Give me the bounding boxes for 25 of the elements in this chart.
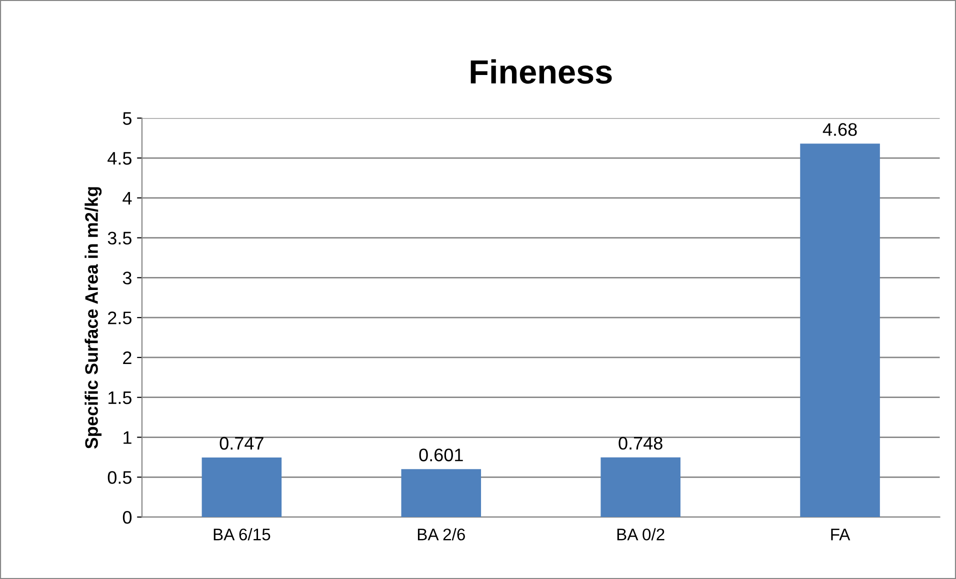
bar: [202, 457, 282, 518]
x-tick-label: BA 2/6: [418, 528, 465, 540]
data-label: 0.601: [419, 448, 463, 462]
y-tick-label: 0.5: [108, 471, 132, 484]
bar: [800, 144, 880, 518]
y-tick-label: 1: [124, 431, 132, 444]
y-tick-label: 3: [122, 272, 132, 284]
y-tick-label: 4: [122, 192, 132, 204]
chart-title: Fineness: [470, 59, 612, 84]
y-tick-label: 4.5: [108, 152, 132, 165]
y-tick-label: 2: [123, 351, 132, 364]
y-axis-title: Specific Surface Area in m2/kg: [84, 187, 102, 449]
y-tick-label: 3.5: [108, 232, 132, 245]
data-label: 0.747: [220, 436, 264, 450]
data-label: 0.748: [618, 436, 662, 450]
y-tick-label: 2.5: [108, 312, 132, 324]
y-tick-label: 1.5: [108, 391, 132, 404]
x-tick-label: FA: [831, 528, 850, 540]
bar: [600, 457, 680, 518]
bar: [401, 469, 482, 518]
y-tick-label: 0: [122, 510, 132, 524]
y-tick-label: 5: [122, 112, 132, 125]
data-label: 4.68: [822, 123, 857, 136]
x-tick-label: BA 6/15: [214, 528, 270, 540]
x-tick-label: BA 0/2: [617, 528, 664, 540]
